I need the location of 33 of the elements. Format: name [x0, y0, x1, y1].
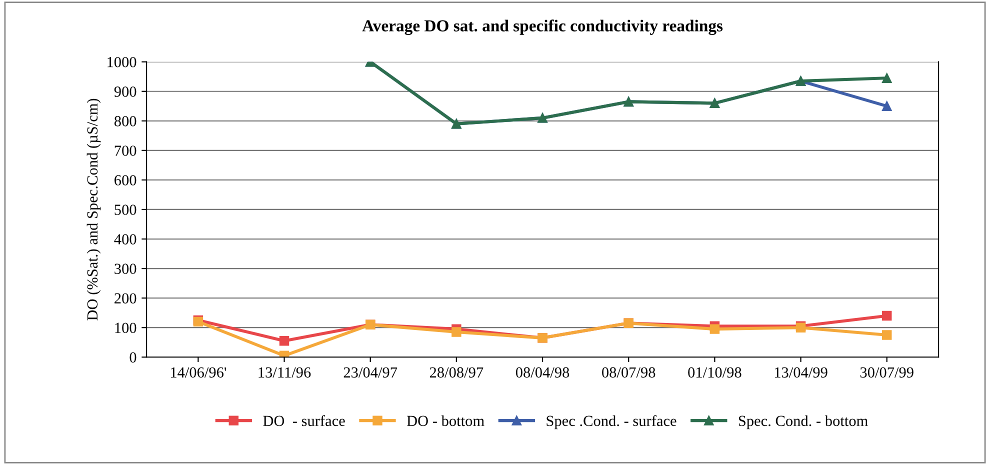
point: [882, 73, 892, 83]
y-tick-label: 900: [114, 86, 136, 97]
y-axis-title: DO (%Sat.) and Spec.Cond (µS/cm): [86, 98, 101, 320]
y-tick-label: 1000: [108, 56, 136, 68]
x-tick-label: 01/10/98: [688, 367, 742, 378]
y-tick-label: 100: [115, 322, 136, 334]
y-tick-label: 400: [114, 234, 136, 244]
x-tick-label: 28/08/97: [430, 367, 484, 378]
x-tick-label: 08/04/98: [516, 367, 570, 378]
legend-label: DO - surface: [263, 415, 345, 426]
y-tick-label: 0: [130, 352, 136, 363]
y-tick-label: 600: [114, 175, 136, 186]
point: [452, 327, 462, 337]
x-tick-label: 23/04/97: [344, 367, 398, 378]
legend-label: Spec .Cond. - surface: [546, 415, 676, 430]
legend-label: Spec. Cond. - bottom: [738, 415, 868, 430]
y-tick-label: 200: [114, 293, 136, 304]
x-tick-label: 13/11/96: [258, 367, 311, 378]
point: [882, 330, 892, 340]
x-tick-label: 08/07/98: [602, 367, 656, 378]
chart-title: Average DO sat. and specific conductivity readings: [362, 20, 723, 35]
y-tick-label: 800: [114, 116, 136, 126]
x-tick-label: 14/06/96': [170, 367, 226, 378]
legend-label: DO - bottom: [406, 415, 484, 426]
x-tick-label: 13/04/99: [774, 367, 828, 378]
point: [882, 101, 892, 111]
point: [710, 324, 720, 334]
y-tick-label: 700: [114, 146, 136, 156]
y-tick-label: 500: [114, 204, 136, 215]
point: [882, 310, 892, 321]
x-tick-label: 30/07/99: [860, 367, 914, 378]
y-tick-label: 300: [114, 264, 136, 274]
point: [279, 336, 290, 346]
